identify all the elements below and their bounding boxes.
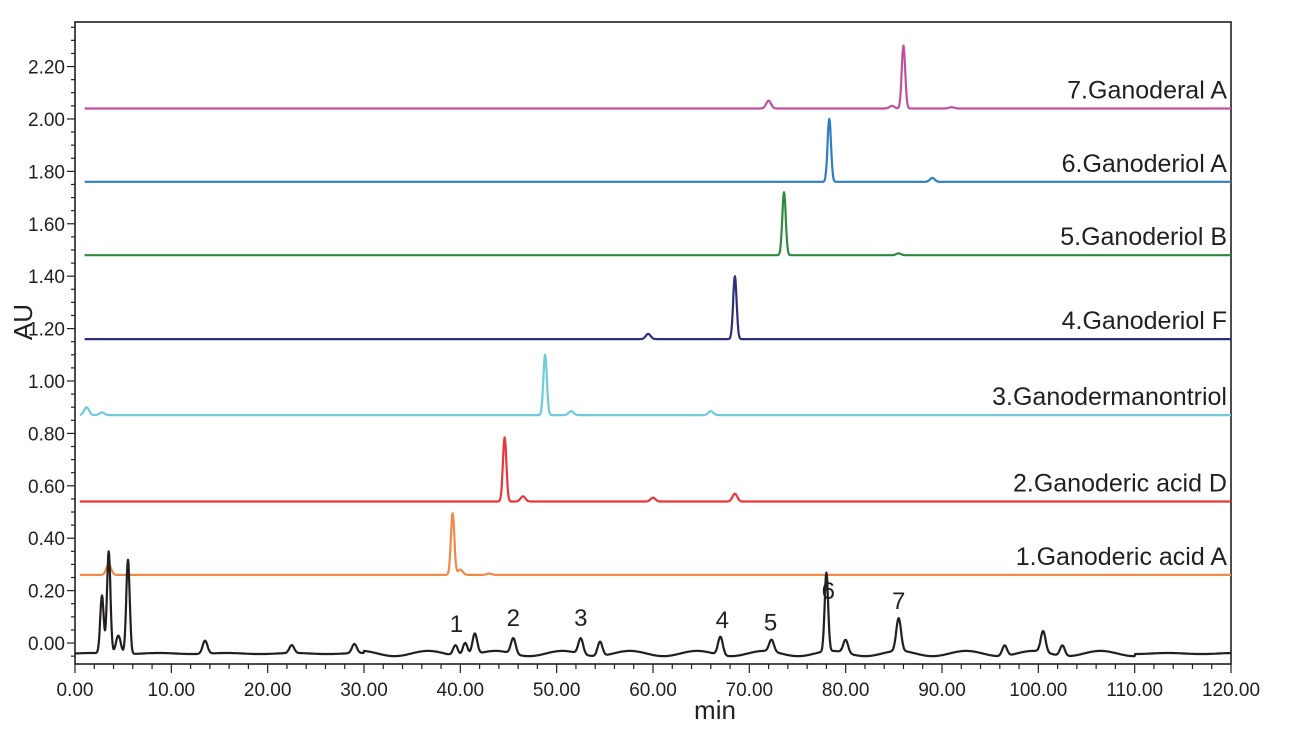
series-line-8 — [74, 550, 1232, 658]
chromatogram-traces — [74, 44, 1232, 658]
series-line-1 — [84, 44, 1232, 110]
peak-annotation: 4 — [716, 607, 729, 634]
series-label: 4.Ganoderiol F — [1062, 307, 1227, 335]
x-tick-label: 30.00 — [340, 680, 388, 701]
peak-annotation: 6 — [822, 578, 835, 605]
y-tick-label: 2.00 — [28, 110, 65, 131]
x-axis-title: min — [694, 695, 736, 725]
x-tick-label: 50.00 — [533, 680, 581, 701]
peak-annotation: 3 — [574, 605, 587, 632]
series-label: 7.Ganoderal A — [1067, 76, 1227, 104]
peak-labels: 1 2 3 4 5 6 7 — [450, 578, 906, 638]
x-tick-label: 120.00 — [1202, 680, 1260, 701]
y-tick-label: 0.60 — [28, 477, 65, 498]
y-tick-label: 0.20 — [28, 582, 65, 603]
y-axis: 0.00 0.20 0.40 0.60 0.80 1.00 1.20 1.40 1.60 1.80… — [28, 26, 75, 657]
series-label: 1.Ganoderic acid A — [1016, 543, 1228, 571]
x-tick-label: 90.00 — [918, 680, 966, 701]
x-tick-label: 40.00 — [437, 680, 485, 701]
series-line-7 — [79, 512, 1232, 576]
x-axis: 0.00 10.00 20.00 30.00 40.00 50.00 60.00 70.00 8… — [57, 664, 1260, 701]
x-tick-label: 80.00 — [822, 680, 870, 701]
series-label: 5.Ganoderiol B — [1060, 223, 1227, 251]
x-tick-label: 10.00 — [148, 680, 196, 701]
series-line-2 — [84, 117, 1232, 183]
y-tick-label: 1.60 — [28, 215, 65, 236]
x-tick-label: 20.00 — [244, 680, 292, 701]
x-tick-label: 70.00 — [726, 680, 774, 701]
series-label: 3.Ganodermanontriol — [992, 383, 1227, 411]
x-tick-label: 100.00 — [1009, 680, 1067, 701]
x-tick-label: 0.00 — [57, 680, 94, 701]
y-tick-label: 1.20 — [28, 320, 65, 341]
y-tick-label: 0.40 — [28, 529, 65, 550]
series-line-4 — [84, 275, 1232, 341]
series-line-3 — [84, 191, 1232, 257]
y-tick-label: 1.40 — [28, 267, 65, 288]
peak-annotation: 5 — [764, 610, 777, 637]
peak-annotation: 7 — [892, 588, 905, 615]
y-tick-label: 2.20 — [28, 58, 65, 79]
trace-labels: 7.Ganoderal A 6.Ganoderiol A 5.Ganoderiol … — [992, 76, 1227, 570]
x-tick-label: 60.00 — [629, 680, 677, 701]
series-label: 2.Ganoderic acid D — [1013, 470, 1227, 498]
y-tick-label: 1.80 — [28, 162, 65, 183]
series-line-6 — [79, 436, 1232, 503]
peak-annotation: 1 — [450, 611, 463, 638]
series-line-5 — [79, 353, 1232, 417]
y-axis-title: AU — [8, 304, 38, 340]
y-tick-label: 0.80 — [28, 424, 65, 445]
y-tick-label: 1.00 — [28, 372, 65, 393]
series-label: 6.Ganoderiol A — [1062, 150, 1228, 178]
x-tick-label: 110.00 — [1106, 680, 1163, 701]
peak-annotation: 2 — [507, 605, 520, 632]
y-tick-label: 0.00 — [28, 634, 65, 655]
